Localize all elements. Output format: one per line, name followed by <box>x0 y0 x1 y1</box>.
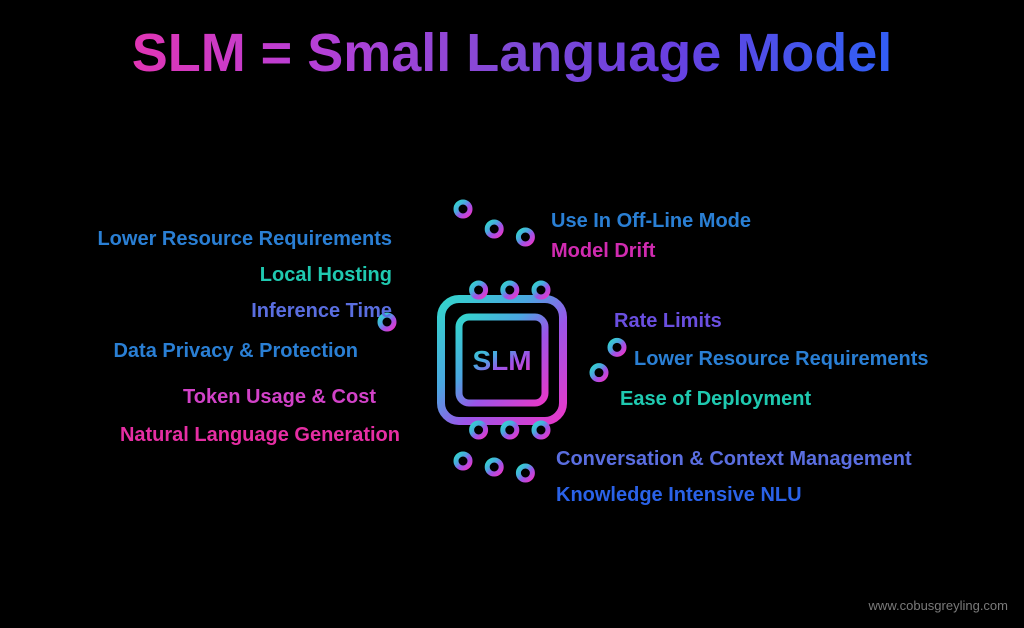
right-label-5: Conversation & Context Management <box>556 448 912 471</box>
attribution-text: www.cobusgreyling.com <box>869 598 1008 613</box>
right-label-4: Ease of Deployment <box>620 388 811 411</box>
left-label-5: Natural Language Generation <box>0 424 400 447</box>
left-label-3: Data Privacy & Protection <box>0 340 358 363</box>
right-label-1: Model Drift <box>551 240 655 263</box>
left-label-2: Inference Time <box>0 300 392 323</box>
right-label-3: Lower Resource Requirements <box>634 348 929 371</box>
left-label-4: Token Usage & Cost <box>0 386 376 409</box>
right-label-2: Rate Limits <box>614 310 722 333</box>
left-label-0: Lower Resource Requirements <box>0 228 392 251</box>
left-label-1: Local Hosting <box>0 264 392 287</box>
chip-label: SLM <box>472 345 531 376</box>
right-label-0: Use In Off-Line Mode <box>551 210 751 233</box>
diagram-stage: SLM Lower Resource Requirements Local Hos… <box>0 0 1024 623</box>
right-label-6: Knowledge Intensive NLU <box>556 484 802 507</box>
